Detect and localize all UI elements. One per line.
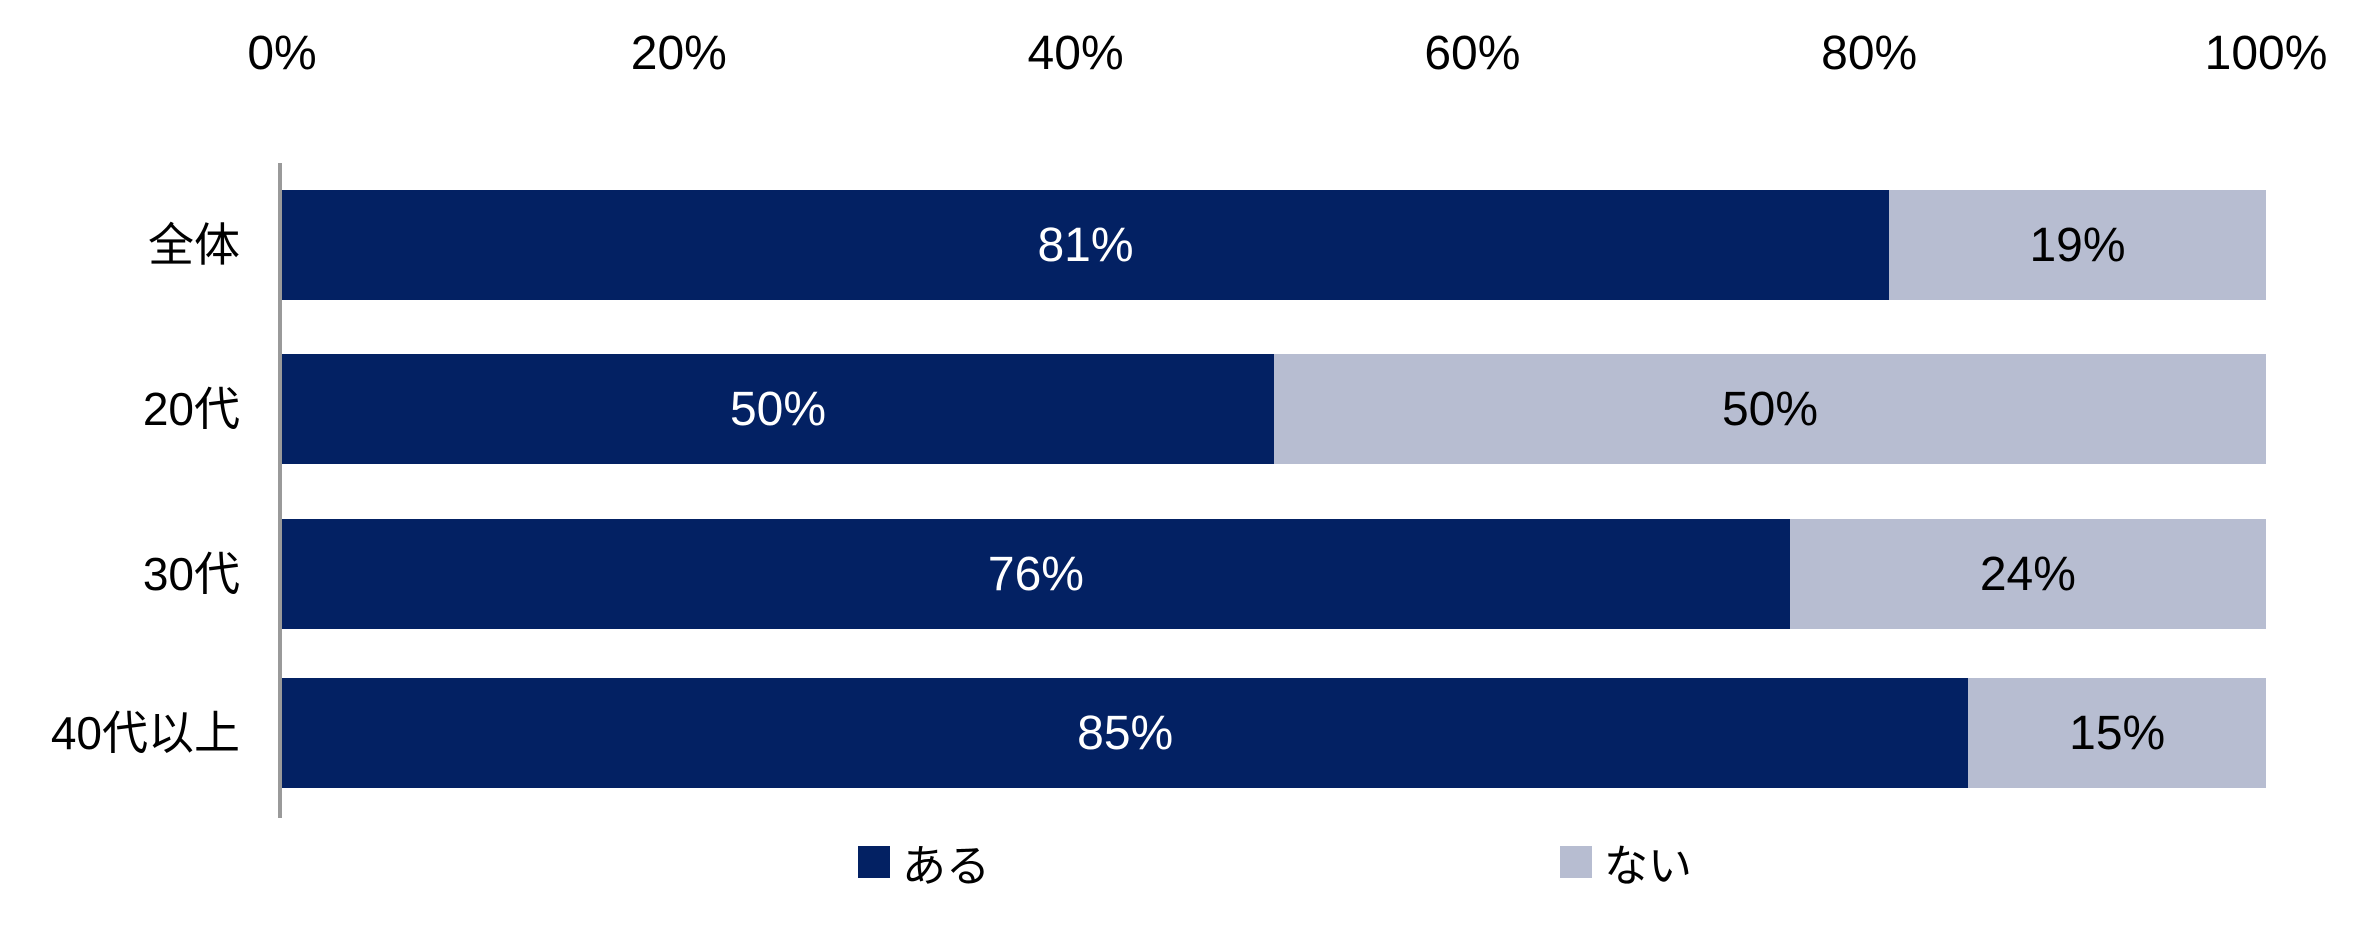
bar-value-label: 81% [1037, 218, 1134, 272]
legend-swatch-icon [858, 846, 890, 878]
bar-segment-ある: 50% [282, 354, 1274, 464]
bar-segment-ある: 76% [282, 519, 1790, 629]
x-axis-tick-label: 80% [1821, 27, 1918, 80]
legend-item-ない: ない [1560, 830, 1692, 894]
x-axis-tick-label: 20% [630, 27, 727, 80]
legend-label: ある [902, 842, 990, 891]
bar-value-label: 50% [1721, 382, 1819, 436]
bar-value-label: 24% [1979, 547, 2076, 601]
y-axis-line [278, 163, 282, 818]
legend-swatch-icon [1560, 846, 1592, 878]
bar-value-label: 85% [1077, 706, 1174, 760]
bar-segment-ない: 24% [1789, 519, 2266, 629]
x-axis-tick-label: 40% [1027, 27, 1124, 80]
bar-segment-ある: 85% [282, 678, 1969, 788]
category-label: 全体 [148, 219, 240, 271]
bar-segment-ない: 15% [1968, 678, 2266, 788]
category-label: 20代 [142, 383, 240, 435]
bar-value-label: 19% [2029, 218, 2126, 272]
legend-item-ある: ある [858, 830, 990, 894]
bar-segment-ある: 81% [282, 190, 1890, 300]
bar-value-label: 15% [2069, 706, 2166, 760]
x-axis-tick-label: 100% [2204, 27, 2328, 80]
x-axis-tick-label: 60% [1424, 27, 1521, 80]
legend-label: ない [1604, 842, 1692, 891]
bar-segment-ない: 50% [1274, 354, 2266, 464]
category-label: 30代 [142, 548, 240, 600]
x-axis-tick-label: 0% [247, 27, 317, 80]
bar-segment-ない: 19% [1889, 190, 2266, 300]
legend: ある ない [858, 830, 1692, 894]
category-label: 40代以上 [50, 707, 240, 759]
bar-value-label: 76% [987, 547, 1084, 601]
bar-value-label: 50% [729, 382, 827, 436]
